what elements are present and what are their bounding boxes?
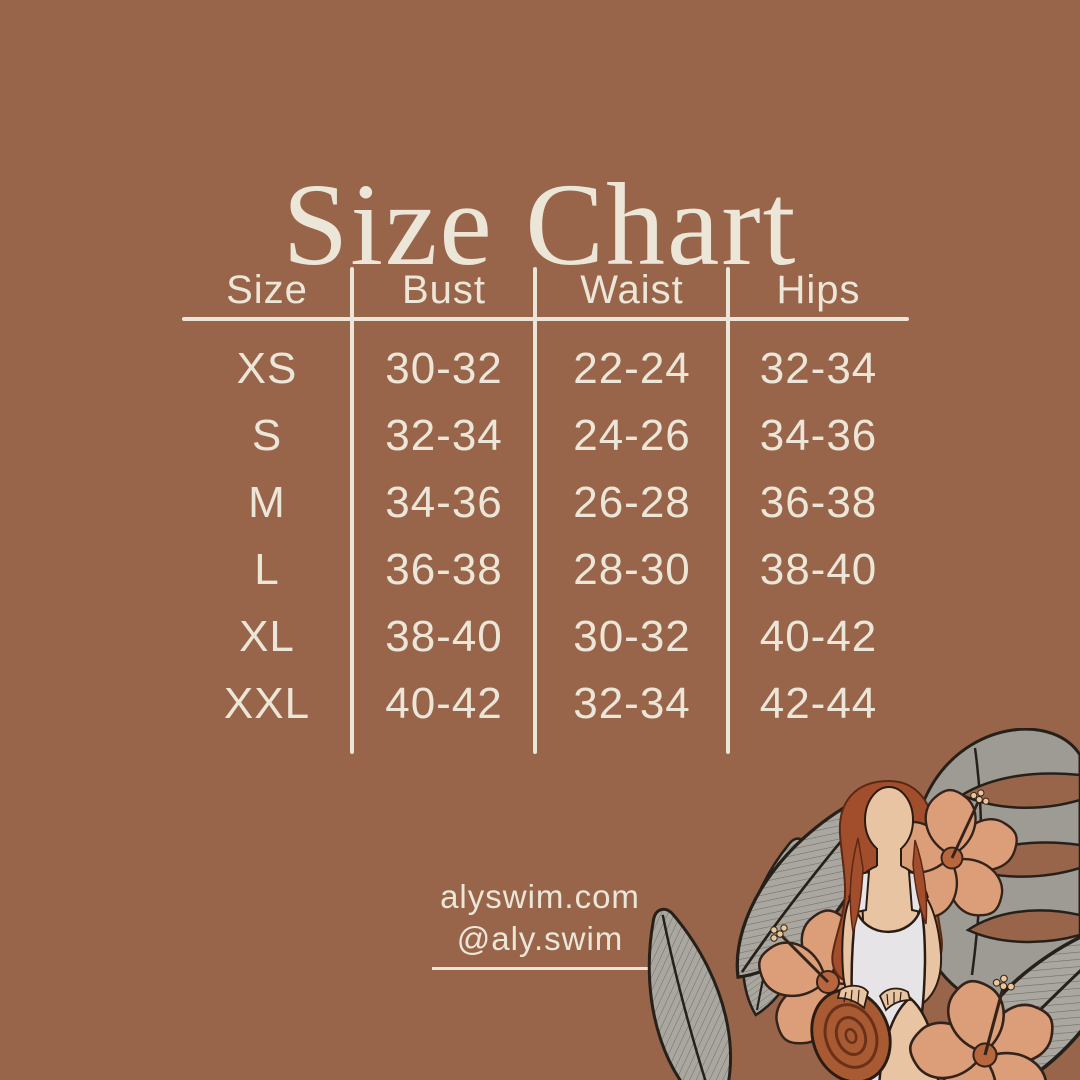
table-row: XXL 40-42 32-34 42-44 xyxy=(182,670,909,737)
size-cell: M xyxy=(248,477,286,527)
hips-cell: 36-38 xyxy=(759,477,878,527)
table-row: M 34-36 26-28 36-38 xyxy=(182,469,909,536)
size-table: Size Bust Waist Hips XS 30-32 22-24 32-3… xyxy=(182,263,909,737)
bust-cell: 30-32 xyxy=(385,343,503,393)
hair-front xyxy=(849,837,864,933)
hips-cell: 38-40 xyxy=(759,544,878,594)
bust-cell: 38-40 xyxy=(385,611,503,661)
neck-chest xyxy=(847,842,929,942)
waist-cell: 30-32 xyxy=(573,611,691,661)
column-divider xyxy=(726,267,730,754)
table-row: XS 30-32 22-24 32-34 xyxy=(182,335,909,402)
waist-cell: 32-34 xyxy=(573,678,691,728)
column-header-hips: Hips xyxy=(776,267,861,312)
bust-cell: 40-42 xyxy=(385,678,503,728)
hips-cell: 42-44 xyxy=(759,678,878,728)
table-row: L 36-38 28-30 38-40 xyxy=(182,536,909,603)
hips-cell: 32-34 xyxy=(759,343,878,393)
hair-front xyxy=(912,839,928,925)
size-cell: S xyxy=(251,410,283,460)
hands xyxy=(836,984,912,1012)
column-divider xyxy=(533,267,537,754)
table-header-row: Size Bust Waist Hips xyxy=(182,263,909,317)
tropical-woman-illustration xyxy=(640,728,1080,1080)
column-header-size: Size xyxy=(226,267,308,312)
column-header-bust: Bust xyxy=(401,267,487,312)
size-cell: XXL xyxy=(223,678,311,728)
sun-hat-icon xyxy=(810,988,892,1080)
column-header-waist: Waist xyxy=(580,267,684,312)
column-divider xyxy=(350,267,354,754)
hips-cell: 34-36 xyxy=(759,410,878,460)
waist-cell: 28-30 xyxy=(573,544,691,594)
table-body: XS 30-32 22-24 32-34 S 32-34 24-26 34-36… xyxy=(182,321,909,737)
size-cell: L xyxy=(254,544,280,594)
bust-cell: 36-38 xyxy=(385,544,503,594)
instagram-handle: @aly.swim xyxy=(456,920,624,957)
hips-cell: 40-42 xyxy=(759,611,878,661)
footer-underline xyxy=(432,967,648,970)
table-header-divider xyxy=(182,317,909,321)
bust-cell: 34-36 xyxy=(385,477,503,527)
table-row: XL 38-40 30-32 40-42 xyxy=(182,603,909,670)
table-row: S 32-34 24-26 34-36 xyxy=(182,402,909,469)
waist-cell: 22-24 xyxy=(573,343,691,393)
page-title: Size Chart xyxy=(282,159,798,291)
waist-cell: 24-26 xyxy=(573,410,691,460)
waist-cell: 26-28 xyxy=(573,477,691,527)
size-cell: XS xyxy=(236,343,298,393)
bust-cell: 32-34 xyxy=(385,410,503,460)
size-cell: XL xyxy=(239,611,295,661)
website-text: alyswim.com xyxy=(440,878,640,915)
